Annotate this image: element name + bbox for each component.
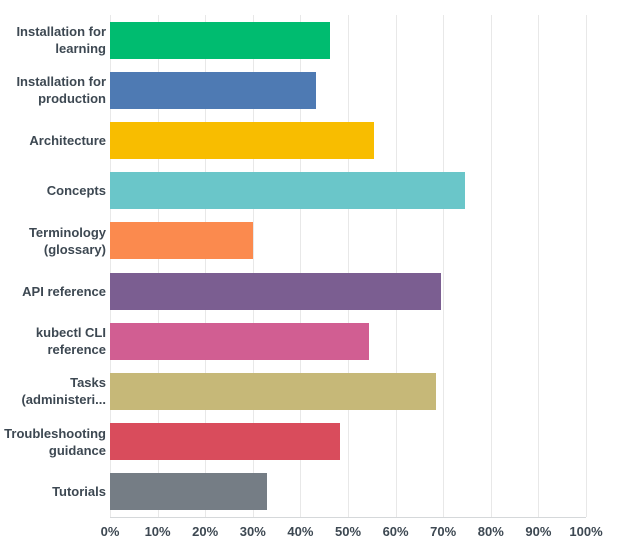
category-label-text: Architecture <box>29 132 106 148</box>
category-label: API reference <box>0 266 106 316</box>
bar-row <box>110 15 586 65</box>
bar <box>110 172 466 210</box>
x-tick-label: 60% <box>382 524 409 539</box>
category-label-text: Tasks (administeri... <box>21 375 106 408</box>
category-label-text: Tutorials <box>52 484 106 500</box>
bar-row <box>110 65 586 115</box>
bar <box>110 21 330 59</box>
gridline <box>490 15 492 517</box>
bar-row <box>110 316 586 366</box>
gridline <box>586 15 587 517</box>
x-axis-tick-labels: 0% 10% 20% 30% 40% 50% 60% 70% 80% 90% 100% <box>0 524 627 548</box>
plot-area <box>110 15 587 518</box>
x-tick-label: 80% <box>477 524 504 539</box>
category-label: Installation for production <box>0 65 106 115</box>
category-label-text: Installation for production <box>16 74 106 107</box>
bar-row <box>110 166 586 216</box>
bar <box>110 423 340 461</box>
x-tick-label: 40% <box>287 524 314 539</box>
category-label-text: Concepts <box>46 183 106 199</box>
category-label: Installation for learning <box>0 15 106 65</box>
bar-row <box>110 467 586 517</box>
category-label-text: API reference <box>22 283 106 299</box>
bar <box>110 222 254 260</box>
category-label-text: Terminology (glossary) <box>28 224 106 257</box>
gridline <box>205 15 207 517</box>
bar <box>110 121 374 159</box>
x-tick-label: 100% <box>569 524 603 539</box>
bar <box>110 372 437 410</box>
x-tick-label: 20% <box>192 524 219 539</box>
category-label: Tutorials <box>0 467 106 517</box>
bar-row <box>110 115 586 165</box>
bar <box>110 272 441 310</box>
category-label: Tasks (administeri... <box>0 366 106 416</box>
x-tick-label: 70% <box>430 524 457 539</box>
gridline <box>300 15 302 517</box>
x-tick-label: 10% <box>144 524 171 539</box>
x-tick-label: 50% <box>334 524 362 539</box>
gridline <box>395 15 397 517</box>
y-axis-category-labels: Installation for learning Installation fo… <box>0 15 106 517</box>
bar <box>110 71 317 109</box>
bar-row <box>110 216 586 266</box>
bar-row <box>110 366 586 416</box>
bar-row <box>110 417 586 467</box>
gridline <box>443 15 445 517</box>
x-tick-label: 30% <box>239 524 266 539</box>
gridline <box>110 15 111 517</box>
category-label-text: kubectl CLI reference <box>35 325 106 358</box>
gridline <box>348 15 349 517</box>
x-tick-label: 0% <box>100 524 120 539</box>
gridline <box>157 15 159 517</box>
category-label: Troubleshooting guidance <box>0 417 106 467</box>
category-label: Terminology (glossary) <box>0 216 106 266</box>
bar-row <box>110 266 586 316</box>
gridline <box>538 15 540 517</box>
category-label: Architecture <box>0 115 106 165</box>
category-label-text: Installation for learning <box>16 24 106 57</box>
category-label-text: Troubleshooting guidance <box>4 425 106 458</box>
x-tick-label: 90% <box>525 524 552 539</box>
category-label: kubectl CLI reference <box>0 316 106 366</box>
bar <box>110 322 369 360</box>
category-label: Concepts <box>0 166 106 216</box>
bar <box>110 473 268 511</box>
gridline <box>252 15 254 517</box>
